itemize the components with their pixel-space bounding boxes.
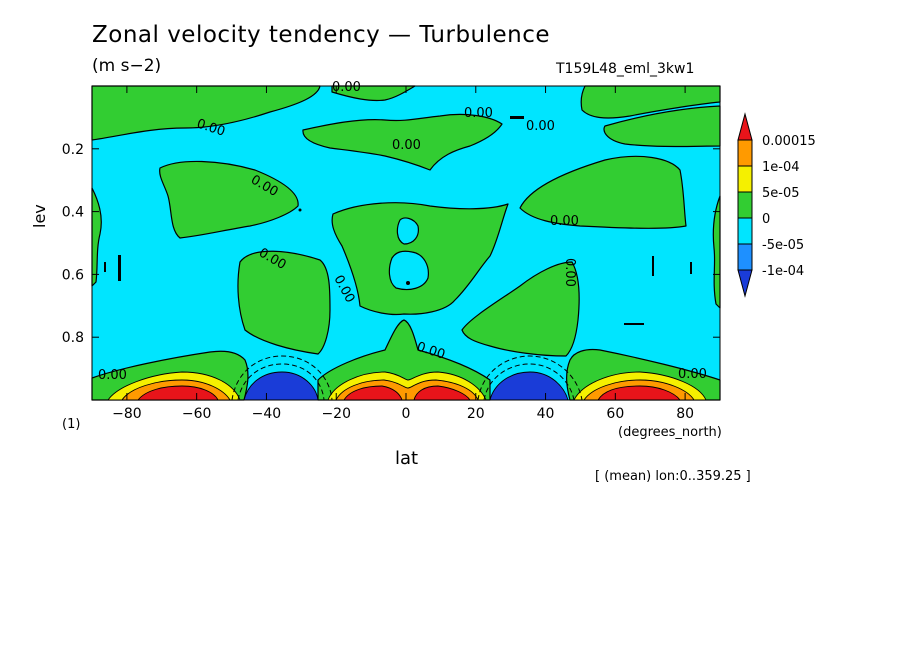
field-positive-right-upper [519,155,687,229]
contour-label: 0.00 [526,119,555,134]
contour-negative-south-2 [231,355,333,401]
contour-fields [91,85,721,401]
field-red-south-high [137,385,219,401]
x-tick-label: 0 [402,406,411,422]
colorbar-swatch-top [737,112,753,141]
x-tick-label: −40 [252,406,282,422]
colorbar-swatch [737,217,753,245]
colorbar-swatch [737,243,753,271]
x-tick-label: 40 [537,406,555,422]
speckle-center-1 [298,208,302,212]
speckle-right-2 [690,262,692,274]
mean-note: [ (mean) lon:0..359.25 ] [595,469,751,484]
colorbar-level-label: 0.00015 [762,134,816,149]
contour-negative-north-1 [483,363,575,401]
chart-title: Zonal velocity tendency — Turbulence [92,22,551,48]
y-tick-label: 0.8 [62,330,84,346]
colorbar: 0.00015 1e-04 5e-05 0 -5e-05 -1e-04 [737,112,816,298]
field-positive-right-edge [712,195,721,309]
run-label: T159L48_eml_3kw1 [556,61,695,77]
contour-negative-south-1 [237,363,325,401]
contour-negative-north-2 [477,355,583,401]
field-positive-left-edge [91,187,102,287]
field-positive-top-right [580,85,721,119]
x-tick-label: 20 [467,406,485,422]
contour-label: 0.00 [550,214,579,229]
speckle-left-1 [118,255,121,281]
field-positive-top-left [91,85,321,141]
colorbar-level-label: -1e-04 [762,264,804,279]
field-red-south-equator [343,385,403,401]
x-tick-label: 60 [606,406,624,422]
contour-label: 0.00 [464,106,493,121]
field-blue-south [243,371,319,401]
y-axis: 0.2 0.4 0.6 0.8 [62,142,720,346]
x-tick-label: 80 [676,406,694,422]
y-tick-label: 0.4 [62,205,84,221]
x-axis-label: lat [395,448,419,469]
field-positive-left-upper [159,160,299,239]
field-positive-right-lower [461,261,580,357]
colorbar-level-label: 0 [762,212,770,227]
speckle-center-2 [406,281,410,285]
contour-label: 0.00 [98,368,127,383]
speckle-right-3 [624,323,644,325]
speckle-right-1 [652,256,654,276]
colorbar-swatch-bottom [737,269,753,298]
y-tick-label: 0.6 [62,267,84,283]
colorbar-swatch [737,191,753,219]
colorbar-level-label: 5e-05 [762,186,800,201]
contour-label: 0.00 [678,367,707,382]
x-axis: −80 −60 −40 −20 0 20 40 60 80 [112,86,694,422]
speckle-top-1 [510,116,524,119]
field-positive-upper-center [302,113,503,171]
colorbar-swatch [737,165,753,193]
field-blue-north [489,371,569,401]
colorbar-swatch [737,139,753,167]
x-tick-label: −60 [182,406,212,422]
field-positive-left-lower [237,250,331,355]
units-label: (m s−2) [92,56,162,76]
field-positive-upper-right [603,105,721,148]
field-positive-center [331,202,509,316]
field-red-north-high [597,385,681,401]
y-tick-label: 0.2 [62,142,84,158]
x-tick-label: −20 [321,406,351,422]
field-red-north-equator [413,385,471,401]
contour-label: 0.00 [392,138,421,153]
panel-label: (1) [62,417,81,432]
x-tick-label: −80 [112,406,142,422]
contour-label: 0.00 [562,258,577,287]
contour-label: 0.00 [332,80,361,95]
colorbar-level-label: 1e-04 [762,160,800,175]
field-positive-top-center [331,85,416,102]
colorbar-level-label: -5e-05 [762,238,804,253]
speckle-left-2 [104,262,106,272]
x-axis-units: (degrees_north) [618,425,722,440]
